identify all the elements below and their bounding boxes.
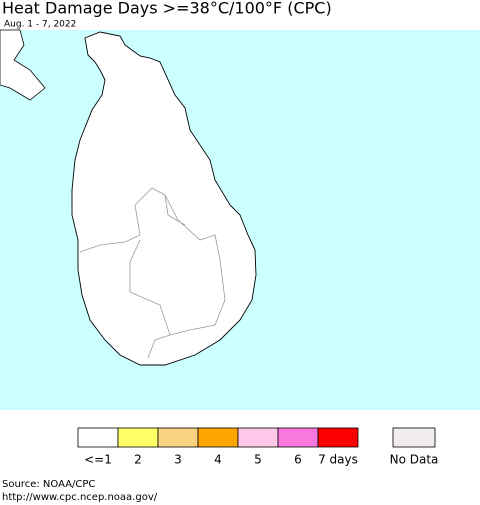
legend-swatch xyxy=(317,427,359,448)
title: Heat Damage Days >=38°C/100°F (CPC) xyxy=(2,0,332,18)
legend-swatch xyxy=(157,427,199,448)
sri-lanka xyxy=(71,31,257,366)
legend-label: 6 xyxy=(294,453,302,467)
legend-swatch xyxy=(392,427,436,448)
legend-label: No Data xyxy=(390,453,439,467)
legend-swatch xyxy=(77,427,119,448)
province-boundaries xyxy=(79,187,226,359)
legend-swatch xyxy=(117,427,159,448)
legend-label: 2 xyxy=(134,453,142,467)
legend-swatch xyxy=(277,427,319,448)
india-coast xyxy=(0,29,46,101)
source: Source: NOAA/CPC xyxy=(2,479,95,490)
legend: <=1 2 3 4 5 6 7 days No Data xyxy=(77,427,439,467)
source-url: http://www.cpc.ncep.noaa.gov/ xyxy=(2,492,158,503)
legend-label: 7 days xyxy=(318,453,358,467)
legend-label: 5 xyxy=(254,453,262,467)
legend-label: 3 xyxy=(174,453,182,467)
legend-swatch xyxy=(237,427,279,448)
legend-label: <=1 xyxy=(84,453,112,467)
legend-label: 4 xyxy=(214,453,222,467)
subtitle: Aug. 1 - 7, 2022 xyxy=(4,20,76,30)
legend-swatch xyxy=(197,427,239,448)
